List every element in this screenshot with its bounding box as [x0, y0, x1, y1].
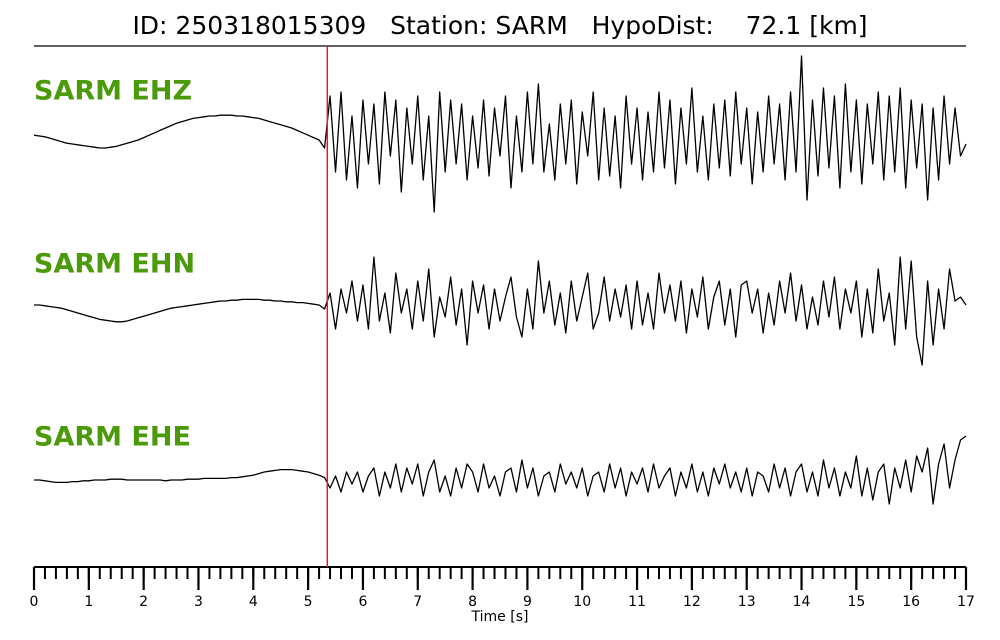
x-tick-label: 11: [628, 594, 646, 610]
x-tick-label: 4: [249, 594, 258, 610]
x-tick-label: 2: [139, 594, 148, 610]
x-tick-label: 0: [30, 594, 39, 610]
waveform: [33, 55, 967, 213]
x-tick-label: 15: [847, 594, 865, 610]
trace-label: SARM EHZ: [34, 76, 192, 107]
x-tick-label: 12: [683, 594, 701, 610]
x-tick-label: 13: [738, 594, 756, 610]
x-tick-label: 14: [793, 594, 811, 610]
x-tick-label: 5: [304, 594, 313, 610]
x-tick-label: 6: [358, 594, 367, 610]
x-tick-label: 7: [413, 594, 422, 610]
x-tick-label: 9: [523, 594, 532, 610]
x-tick-label: 16: [902, 594, 920, 610]
x-tick-label: 8: [468, 594, 477, 610]
waveform: [34, 256, 967, 366]
x-tick-label: 1: [84, 594, 93, 610]
waveform: [34, 435, 967, 505]
trace-label: SARM EHE: [34, 422, 191, 453]
x-tick-label: 3: [194, 594, 203, 610]
chart-title: ID: 250318015309 Station: SARM HypoDist:…: [132, 11, 867, 40]
x-axis-label: Time [s]: [471, 609, 529, 625]
x-tick-label: 17: [957, 594, 975, 610]
trace-label: SARM EHN: [34, 249, 195, 280]
x-tick-label: 10: [573, 594, 591, 610]
